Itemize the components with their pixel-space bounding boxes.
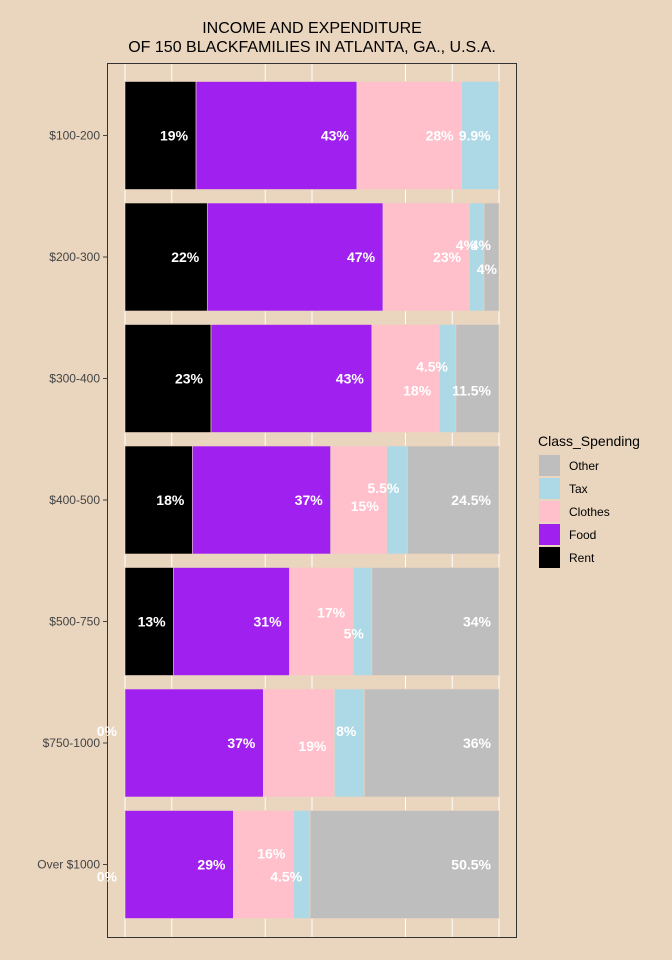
bar-segment-other-5 bbox=[364, 688, 500, 798]
data-label-rent-1: 22% bbox=[171, 249, 200, 265]
data-label-rent-2: 23% bbox=[175, 371, 204, 387]
legend-label-tax: Tax bbox=[569, 482, 588, 496]
data-label-tax-0: 9.9% bbox=[459, 128, 491, 144]
bar-segment-clothes-5 bbox=[263, 688, 335, 798]
bar-segment-other-3 bbox=[407, 445, 500, 555]
legend-key-rent bbox=[539, 547, 560, 568]
legend-key-clothes bbox=[539, 501, 560, 522]
bar-segment-clothes-0 bbox=[356, 81, 462, 190]
data-label-food-1: 47% bbox=[347, 249, 376, 265]
bar-segment-rent-4 bbox=[124, 567, 174, 676]
data-label-rent-3: 18% bbox=[156, 492, 185, 508]
data-label-tax-3: 5.5% bbox=[367, 480, 399, 496]
y-tick-label-6: Over $1000 bbox=[37, 858, 100, 872]
data-label-other-2: 11.5% bbox=[452, 383, 491, 399]
y-tick-label-0: $100-200 bbox=[49, 129, 100, 143]
data-label-clothes-3: 15% bbox=[351, 498, 380, 514]
bar-segment-rent-0 bbox=[124, 81, 197, 190]
y-tick-label-1: $200-300 bbox=[49, 250, 100, 264]
bar-segment-tax-0 bbox=[461, 81, 499, 190]
data-label-tax-1-lower: 4% bbox=[477, 261, 498, 277]
legend-label-other: Other bbox=[569, 459, 599, 473]
bar-segment-rent-2 bbox=[124, 324, 212, 433]
data-label-food-3: 37% bbox=[295, 492, 324, 508]
data-label-other-3: 24.5% bbox=[451, 492, 491, 508]
bar-segment-food-2 bbox=[210, 324, 373, 433]
legend-key-tax bbox=[539, 478, 560, 499]
bar-segment-tax-2 bbox=[438, 324, 457, 433]
bar-segment-tax-5 bbox=[334, 688, 365, 798]
data-label-rent-5: 0% bbox=[97, 723, 118, 739]
data-label-tax-5: 8% bbox=[336, 723, 357, 739]
data-label-tax-6: 4.5% bbox=[270, 869, 302, 885]
data-label-food-4: 31% bbox=[254, 614, 283, 630]
data-label-tax-1: 4% bbox=[456, 237, 477, 253]
bar-segment-food-0 bbox=[195, 81, 358, 190]
bar-segment-clothes-6 bbox=[233, 810, 294, 919]
bar-segment-other-2 bbox=[455, 324, 500, 433]
data-labels: 19% 43% 28% 9.9%22% 47% 23%4%4%23% 43%18%4.5%1… bbox=[97, 128, 498, 885]
data-label-tax-4: 5% bbox=[344, 626, 365, 642]
data-label-other-6: 50.5% bbox=[451, 857, 491, 873]
data-label-food-0: 43% bbox=[321, 128, 350, 144]
bar-segment-food-1 bbox=[206, 202, 384, 312]
data-label-clothes-5: 19% bbox=[298, 738, 327, 754]
legend-label-food: Food bbox=[569, 528, 596, 542]
data-label-clothes-4: 17% bbox=[317, 605, 346, 621]
data-label-rent-0: 19% bbox=[160, 128, 189, 144]
legend-title: Class_Spending bbox=[538, 433, 640, 449]
bar-segment-clothes-3 bbox=[330, 445, 388, 555]
bars bbox=[124, 81, 500, 919]
y-tick-label-3: $400-500 bbox=[49, 493, 100, 507]
y-tick-label-5: $750-1000 bbox=[43, 736, 101, 750]
data-label-rent-6: 0% bbox=[97, 869, 118, 885]
chart-title: INCOME AND EXPENDITURE OF 150 BLACKFAMIL… bbox=[128, 20, 496, 56]
bar-segment-tax-3 bbox=[386, 445, 408, 555]
y-tick-label-2: $300-400 bbox=[49, 372, 100, 386]
bar-segment-clothes-2 bbox=[371, 324, 440, 433]
data-label-clothes-6: 16% bbox=[257, 846, 286, 862]
legend-key-food bbox=[539, 524, 560, 545]
legend: Class_Spending Other Tax Clothes Food Rent bbox=[538, 433, 640, 568]
bar-segment-food-5 bbox=[124, 688, 264, 798]
data-label-rent-4: 13% bbox=[138, 614, 167, 630]
y-tick-label-4: $500-750 bbox=[49, 615, 100, 629]
data-label-clothes-0: 28% bbox=[426, 128, 455, 144]
bar-segment-other-4 bbox=[371, 567, 500, 676]
bar-segment-food-6 bbox=[124, 810, 234, 919]
data-label-clothes-2: 18% bbox=[403, 383, 432, 399]
bar-segment-rent-1 bbox=[124, 202, 208, 312]
data-label-food-5: 37% bbox=[227, 735, 256, 751]
data-label-other-1: 4% bbox=[471, 237, 492, 253]
legend-label-clothes: Clothes bbox=[569, 505, 610, 519]
data-label-food-6: 29% bbox=[197, 857, 226, 873]
data-label-other-4: 34% bbox=[463, 614, 492, 630]
legend-label-rent: Rent bbox=[569, 551, 595, 565]
data-label-clothes-1: 23% bbox=[433, 249, 462, 265]
data-label-tax-2: 4.5% bbox=[416, 359, 448, 375]
data-label-other-5: 36% bbox=[463, 735, 492, 751]
bar-segment-clothes-1 bbox=[382, 202, 470, 312]
bar-segment-tax-1 bbox=[468, 202, 485, 312]
bar-segment-tax-4 bbox=[352, 567, 373, 676]
bar-segment-other-6 bbox=[309, 810, 500, 919]
chart-title-line-2: OF 150 BLACKFAMILIES IN ATLANTA, GA., U.… bbox=[128, 39, 496, 56]
y-axis: $100-200 $200-300 $300-400 $400-500 $500-750… bbox=[37, 129, 108, 872]
legend-key-other bbox=[539, 455, 560, 476]
bar-segment-clothes-4 bbox=[289, 567, 354, 676]
chart-title-line-1: INCOME AND EXPENDITURE bbox=[202, 20, 422, 37]
data-label-food-2: 43% bbox=[336, 371, 365, 387]
bar-segment-tax-6 bbox=[292, 810, 311, 919]
bar-segment-other-1 bbox=[483, 202, 500, 312]
